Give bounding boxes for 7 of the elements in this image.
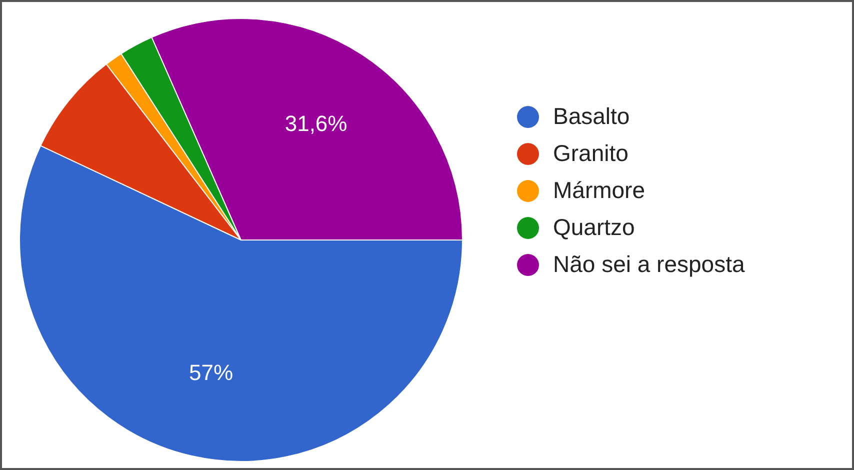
legend-label: Mármore — [553, 177, 646, 204]
legend-label: Não sei a resposta — [553, 251, 745, 278]
data-label: 31,6% — [284, 111, 348, 136]
legend-label: Basalto — [553, 103, 630, 130]
legend-label: Granito — [553, 140, 628, 167]
data-label: 57% — [189, 360, 234, 386]
legend-label: Quartzo — [553, 214, 635, 241]
